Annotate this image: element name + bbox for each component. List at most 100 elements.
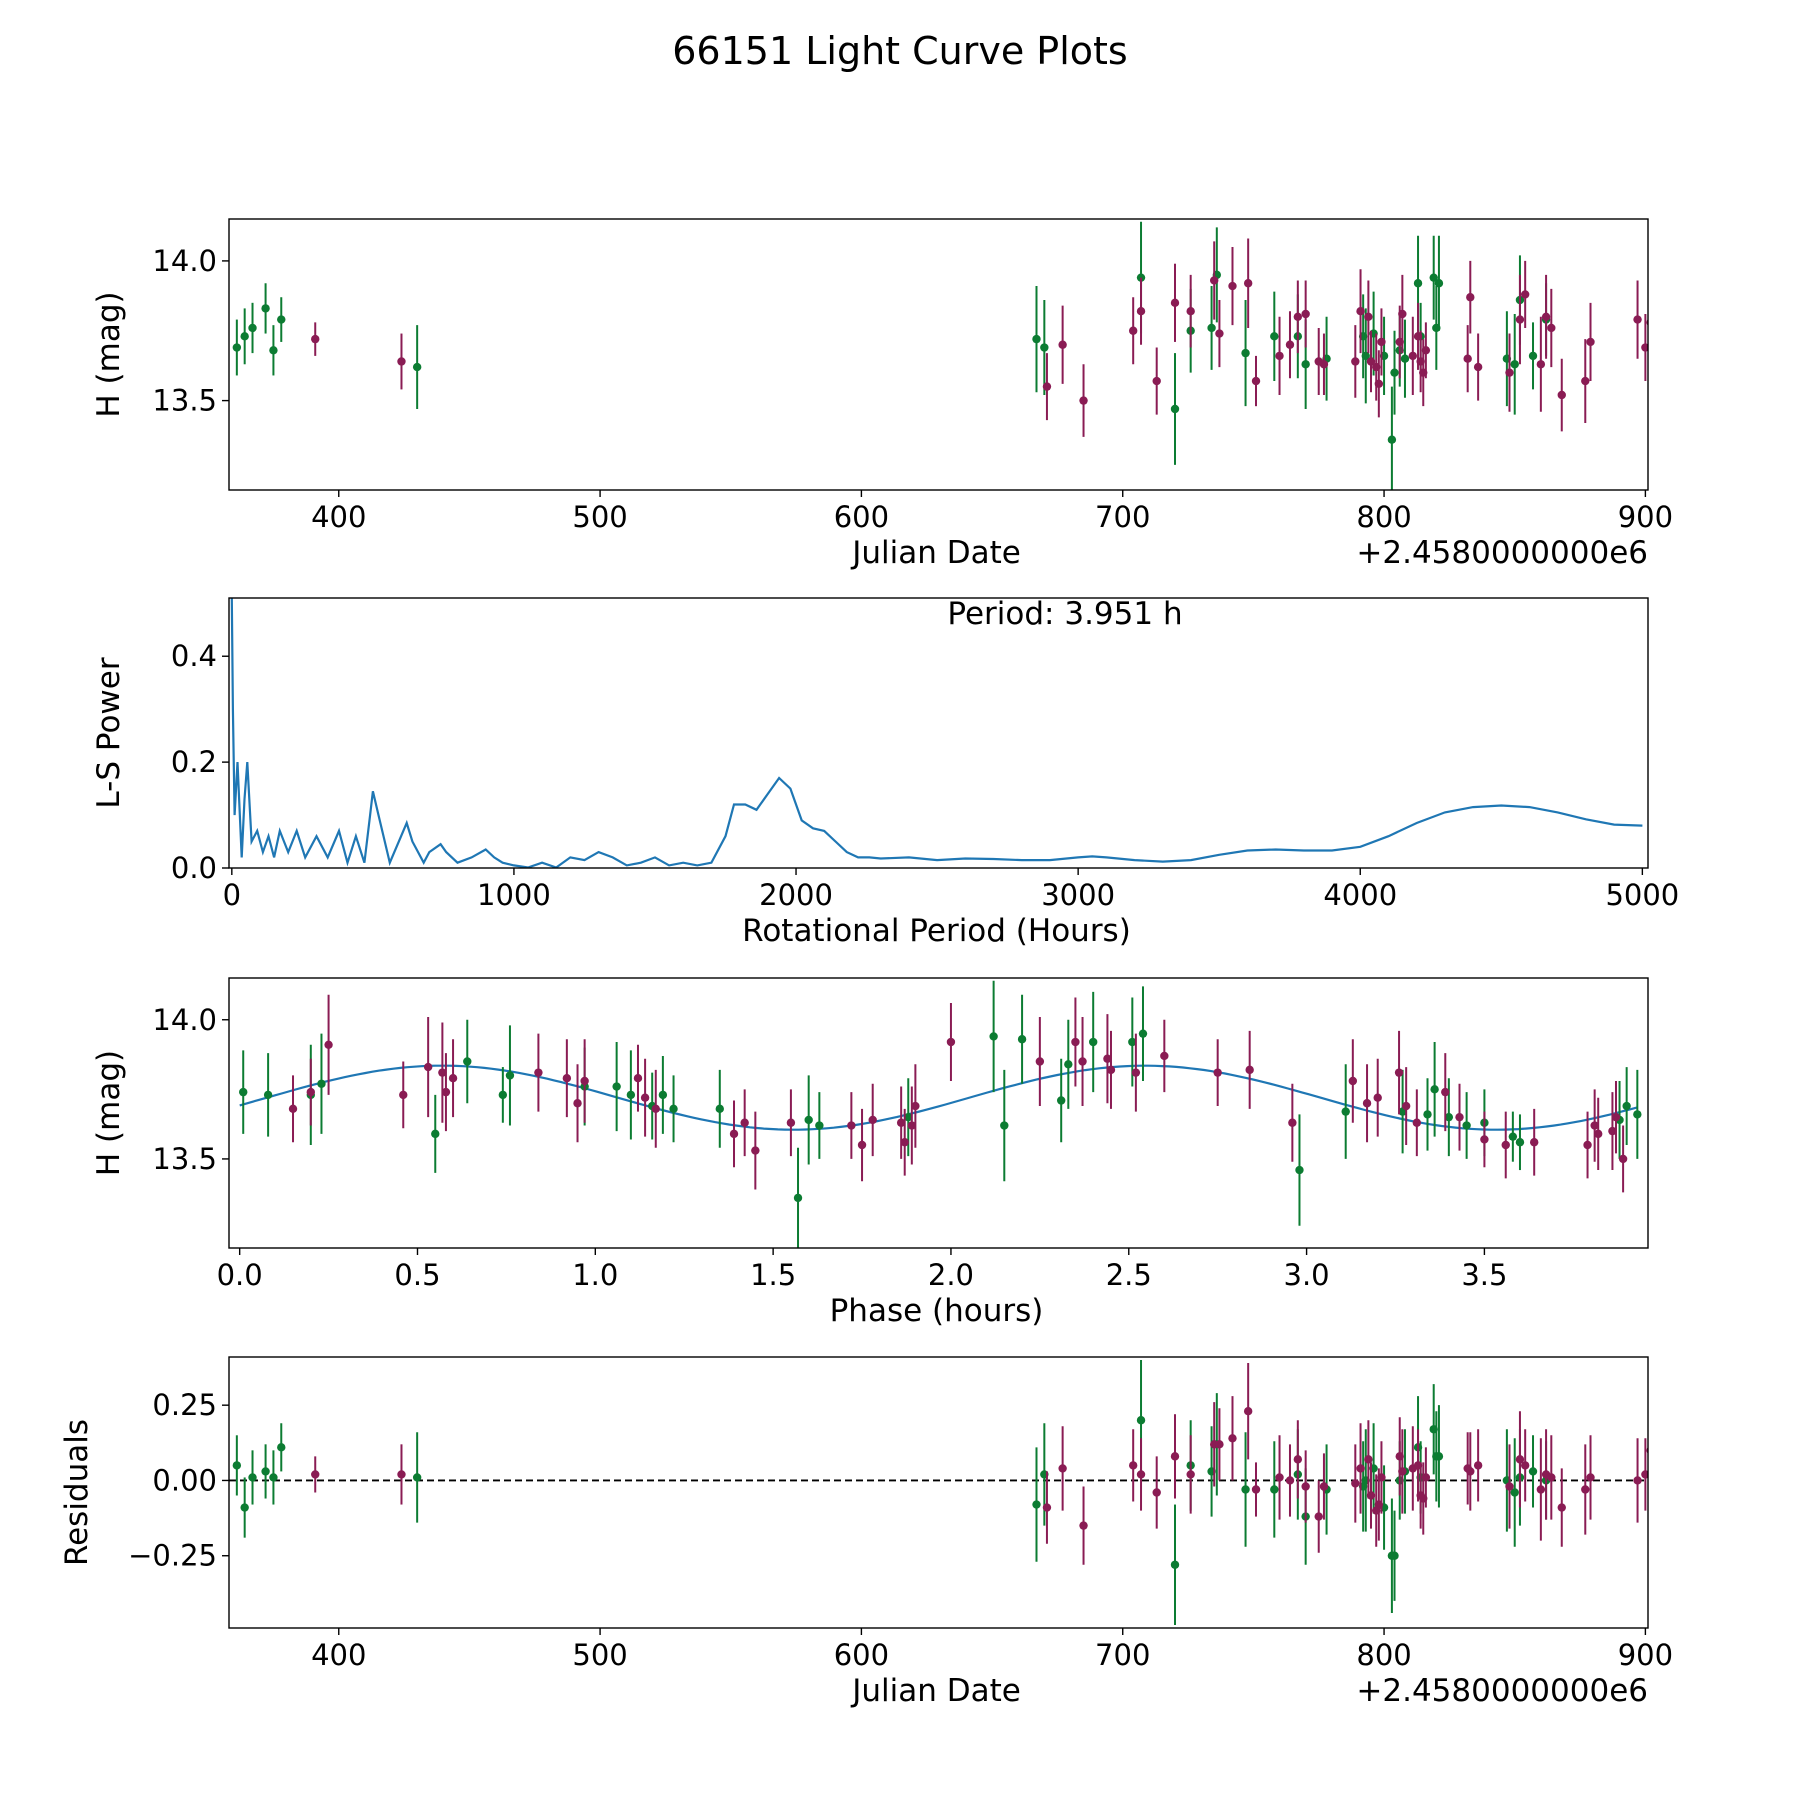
data-point	[1131, 1033, 1141, 1112]
point-marker	[1128, 1037, 1137, 1047]
data-point	[651, 1069, 660, 1148]
point-marker	[1275, 1473, 1284, 1482]
data-point	[498, 1067, 508, 1123]
point-marker	[1285, 1476, 1295, 1485]
point-marker	[1251, 1485, 1261, 1494]
data-point	[1611, 1080, 1621, 1154]
x-tick-label: 800	[1356, 1638, 1411, 1672]
point-marker	[448, 1074, 458, 1083]
point-marker	[1364, 1455, 1373, 1464]
point-marker	[1295, 1165, 1304, 1175]
point-marker	[1042, 1503, 1052, 1512]
data-point	[1301, 280, 1310, 348]
data-point	[1515, 1114, 1525, 1171]
data-point	[1390, 1510, 1399, 1601]
panel-periodogram: 0 1000 2000 3000 4000 5000 0.0 0.2 0.4 Rotational…	[91, 596, 1679, 949]
point-marker	[1390, 1551, 1399, 1560]
point-marker	[1241, 348, 1250, 358]
series-b	[311, 1363, 1648, 1565]
data-point	[786, 1089, 796, 1157]
data-point	[1089, 991, 1098, 1093]
data-point	[1590, 1089, 1599, 1162]
data-point	[1536, 316, 1546, 412]
point-marker	[1186, 306, 1195, 316]
x-tick-label: 600	[834, 500, 889, 534]
point-marker	[1356, 1464, 1365, 1473]
point-marker	[868, 1115, 877, 1125]
plot-area	[232, 221, 1648, 490]
y-tick-label: 0.2	[171, 745, 217, 779]
data-point	[1423, 1078, 1432, 1151]
data-point	[1421, 322, 1431, 379]
x-tick-label: 2000	[759, 878, 833, 912]
data-point	[431, 1094, 440, 1173]
data-point	[1622, 1067, 1631, 1146]
data-point	[1373, 1058, 1382, 1137]
point-marker	[1557, 1503, 1566, 1512]
point-marker	[1251, 376, 1261, 386]
data-point	[1341, 1064, 1350, 1159]
data-point	[1528, 1435, 1538, 1508]
data-point	[1421, 1447, 1431, 1508]
point-marker	[1275, 351, 1284, 361]
x-axis-label: Phase (hours)	[830, 1293, 1044, 1329]
point-marker	[1528, 351, 1538, 361]
data-point	[263, 1053, 273, 1137]
point-marker	[423, 1062, 433, 1072]
point-marker	[311, 334, 320, 344]
point-marker	[1441, 1087, 1450, 1097]
point-marker	[1529, 1138, 1539, 1147]
data-point	[248, 1450, 257, 1505]
point-marker	[1515, 1138, 1525, 1147]
point-marker	[1351, 357, 1360, 366]
point-marker	[1466, 1467, 1475, 1476]
plot-area	[239, 980, 1642, 1248]
data-point	[1462, 1092, 1471, 1159]
point-marker	[1138, 1029, 1148, 1038]
data-point	[397, 333, 406, 390]
point-marker	[911, 1101, 920, 1111]
plot-area	[229, 1360, 1648, 1625]
point-marker	[248, 323, 257, 333]
point-marker	[1581, 1485, 1590, 1494]
point-marker	[277, 1443, 286, 1452]
x-tick-label: 2.5	[1106, 1258, 1152, 1292]
x-axis-label: Julian Date	[850, 535, 1021, 571]
series-a	[239, 980, 1642, 1248]
point-marker	[412, 1473, 422, 1482]
data-point	[1366, 1462, 1376, 1529]
data-point	[1377, 1441, 1386, 1514]
data-point	[1547, 288, 1556, 368]
point-marker	[1186, 1470, 1195, 1479]
data-point	[573, 1064, 582, 1143]
point-marker	[1351, 1479, 1360, 1488]
point-marker	[1466, 293, 1475, 302]
data-point	[1270, 1441, 1279, 1538]
point-marker	[1366, 1491, 1376, 1500]
data-point	[1583, 1111, 1592, 1179]
axes-frame	[228, 597, 1649, 869]
data-point	[261, 1444, 270, 1499]
x-tick-label: 700	[1095, 1638, 1150, 1672]
point-marker	[1547, 323, 1556, 333]
point-marker	[1131, 1068, 1141, 1077]
x-tick-label: 0.0	[217, 1258, 263, 1292]
x-tick-label: 500	[572, 1638, 627, 1672]
point-marker	[1633, 1110, 1642, 1119]
data-point	[1390, 330, 1399, 415]
point-marker	[1032, 334, 1041, 344]
point-marker	[317, 1079, 326, 1088]
point-marker	[463, 1057, 472, 1066]
data-point	[1480, 1111, 1489, 1168]
x-tick-label: 900	[1618, 500, 1673, 534]
y-tick-label: −0.25	[128, 1539, 217, 1573]
data-point	[1398, 1429, 1407, 1514]
data-point	[1160, 1019, 1169, 1093]
point-marker	[847, 1121, 856, 1130]
data-point	[1510, 313, 1519, 415]
data-point	[269, 325, 278, 376]
point-marker	[1288, 1118, 1297, 1127]
data-point	[626, 1050, 636, 1140]
x-tick-label: 5000	[1605, 878, 1679, 912]
